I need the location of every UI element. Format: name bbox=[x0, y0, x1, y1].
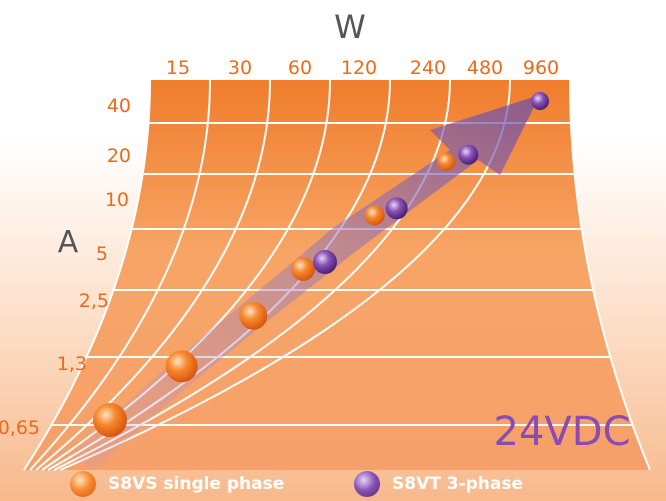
legend-label: S8VS single phase bbox=[108, 474, 285, 494]
grid-column-line bbox=[53, 79, 451, 471]
s8vt-point bbox=[313, 250, 337, 275]
voltage-annotation: 24VDC bbox=[494, 409, 631, 455]
x-tick-label: 60 bbox=[288, 57, 312, 79]
x-tick-label: 30 bbox=[228, 57, 252, 79]
purple-dot-icon bbox=[354, 471, 380, 497]
y-tick-label: 2,5 bbox=[79, 290, 109, 312]
orange-dot-icon bbox=[70, 471, 96, 497]
grid-column-line bbox=[569, 79, 651, 471]
y-tick-label: 5 bbox=[96, 243, 108, 265]
x-tick-label: 15 bbox=[166, 57, 190, 79]
y-tick-label: 10 bbox=[105, 189, 129, 211]
x-tick-label: 480 bbox=[467, 57, 503, 79]
y-tick-label: 20 bbox=[107, 145, 131, 167]
grid-column-line bbox=[23, 79, 151, 471]
s8vs-point bbox=[165, 350, 198, 383]
x-tick-label: 120 bbox=[341, 57, 377, 79]
legend-item-s8vs: S8VS single phase bbox=[70, 470, 284, 498]
s8vs-point bbox=[291, 257, 315, 282]
grid-column-line bbox=[29, 79, 211, 471]
legend-item-s8vt: S8VT 3-phase bbox=[354, 470, 523, 498]
y-tick-label: 0,65 bbox=[0, 417, 40, 439]
x-tick-label: 240 bbox=[410, 57, 446, 79]
s8vs-point bbox=[364, 205, 385, 226]
x-tick-label: 960 bbox=[523, 57, 559, 79]
s8vs-point bbox=[239, 301, 268, 330]
s8vs-point bbox=[437, 152, 456, 171]
s8vt-point bbox=[531, 92, 549, 110]
y-axis-title: A bbox=[58, 225, 79, 260]
y-tick-label: 1,3 bbox=[57, 353, 87, 375]
s8vt-point bbox=[458, 144, 479, 165]
legend-label: S8VT 3-phase bbox=[392, 474, 524, 494]
y-tick-label: 40 bbox=[107, 95, 131, 117]
s8vt-point bbox=[385, 197, 408, 220]
s8vs-point bbox=[93, 403, 127, 437]
x-axis-title: W bbox=[334, 8, 366, 46]
